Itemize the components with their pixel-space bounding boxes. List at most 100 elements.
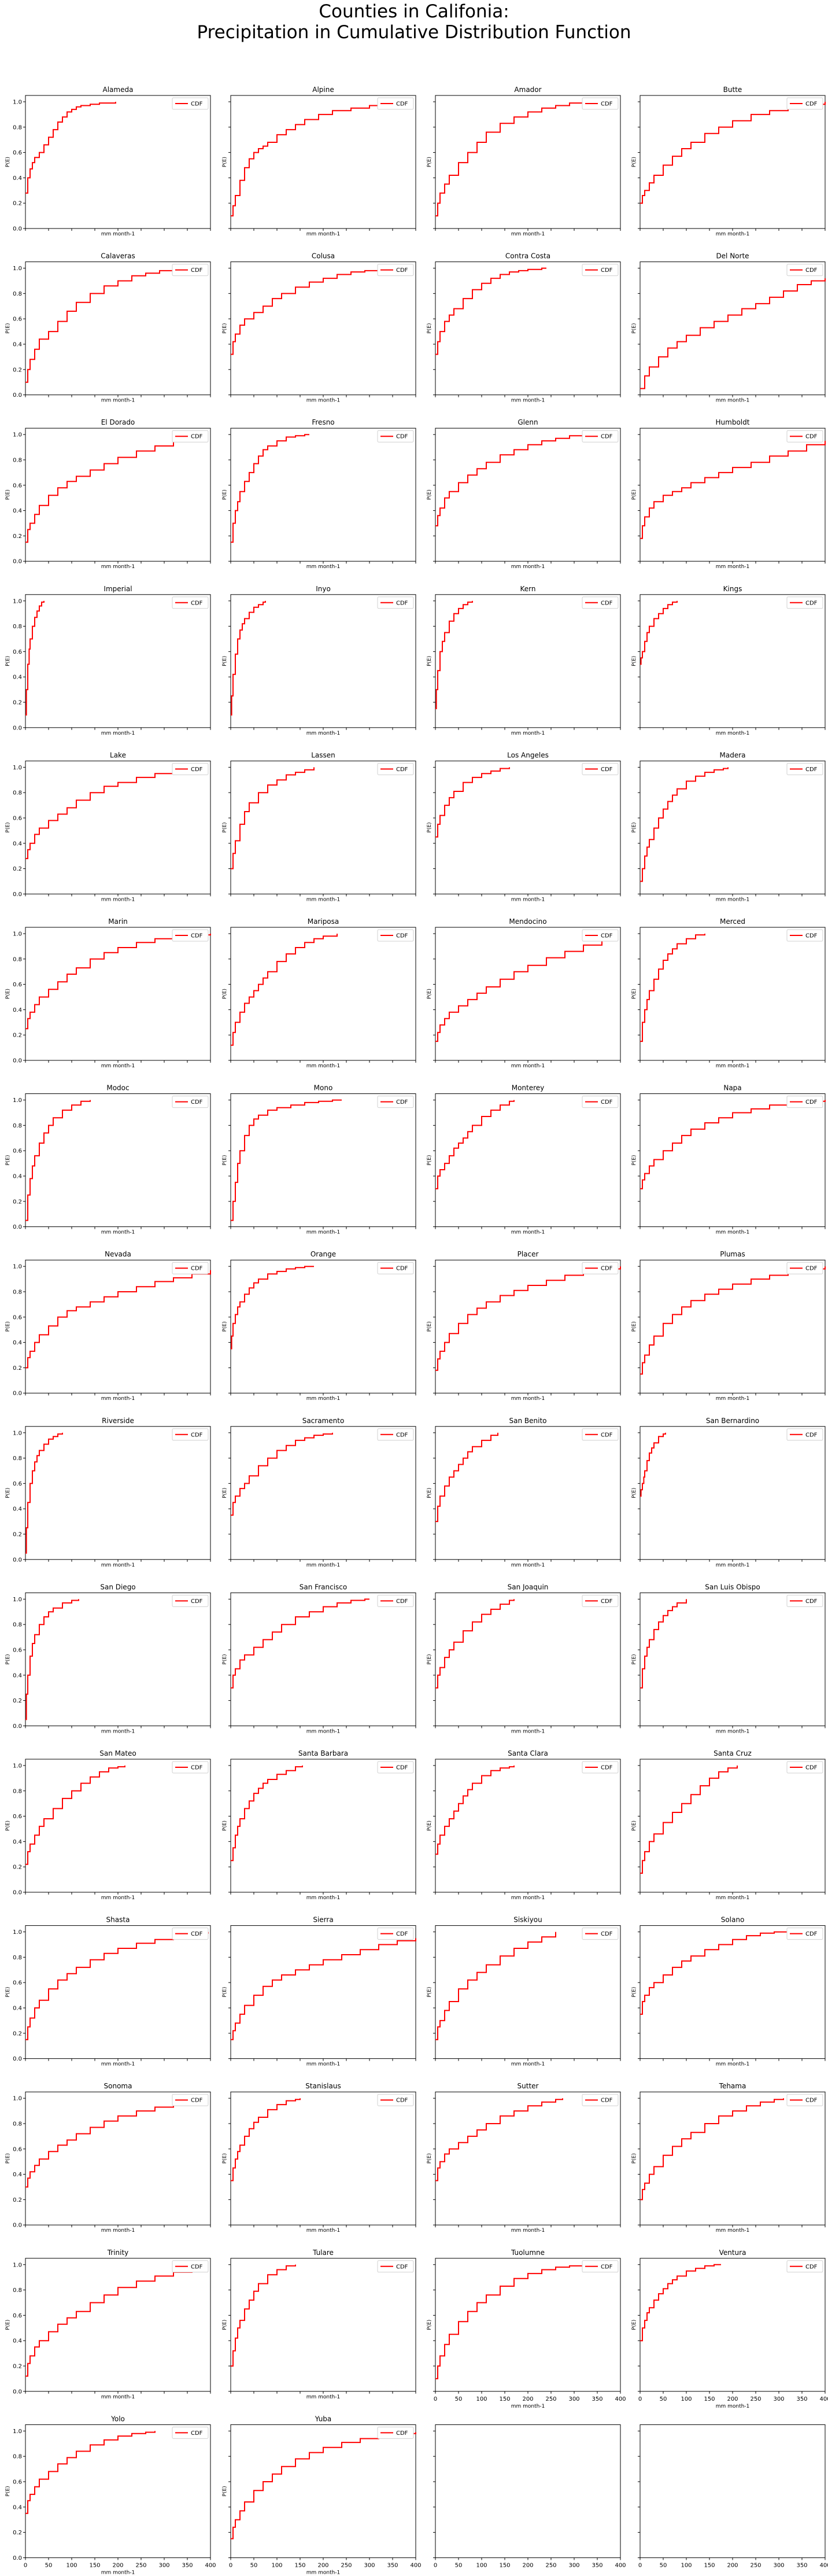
subplot-title: Kern — [520, 585, 536, 593]
subplot: Santa Cruz mm month-1 P(E) CDF — [631, 1749, 826, 1901]
y-axis-label: P(E) — [427, 323, 433, 334]
x-tick-label: 400 — [615, 2396, 626, 2402]
subplot: Alpine mm month-1 P(E) CDF — [222, 86, 416, 237]
legend-box — [172, 264, 209, 277]
legend-box — [786, 1262, 823, 1274]
x-tick-label: 350 — [182, 2562, 193, 2568]
subplot: Sutter mm month-1 P(E) CDF — [427, 2082, 621, 2234]
y-tick-label: 0.4 — [13, 841, 22, 847]
legend: CDF — [172, 1761, 209, 1774]
x-tick-label: 250 — [341, 2562, 352, 2568]
legend-label: CDF — [601, 2264, 613, 2270]
x-tick-label: 200 — [727, 2562, 738, 2568]
subplot: Orange mm month-1 P(E) CDF — [222, 1250, 416, 1402]
y-tick-label: 0.2 — [13, 1033, 22, 1039]
cdf-line — [231, 104, 384, 217]
axes-frame — [230, 760, 416, 894]
legend-box — [377, 596, 414, 609]
legend: CDF — [172, 2260, 209, 2273]
y-axis-label: P(E) — [5, 1321, 11, 1332]
legend: CDF — [582, 264, 619, 277]
x-tick-label: 350 — [592, 2562, 602, 2568]
y-axis-label: P(E) — [5, 2153, 11, 2164]
axes-frame — [25, 1592, 211, 1726]
y-tick-label: 0.6 — [13, 1980, 22, 1987]
y-axis-label: P(E) — [5, 489, 11, 500]
legend-label: CDF — [601, 267, 613, 274]
cdf-line — [25, 102, 116, 194]
legend-box — [786, 1928, 823, 1940]
x-tick-label: 400 — [819, 2396, 828, 2402]
x-axis-label: mm month-1 — [306, 2228, 341, 2234]
y-tick-label: 0.8 — [13, 624, 22, 630]
legend-label: CDF — [805, 1931, 818, 1937]
x-tick-label: 350 — [796, 2562, 807, 2568]
axes-frame — [640, 927, 826, 1061]
x-axis-label: mm month-1 — [306, 1230, 341, 1236]
subplot-title: Yuba — [315, 2415, 332, 2423]
y-tick-label: 0.8 — [13, 1955, 22, 1961]
axes-frame — [25, 1426, 211, 1560]
y-tick-label: 0.8 — [13, 1123, 22, 1129]
subplot-title: San Mateo — [99, 1749, 136, 1757]
x-axis-label: mm month-1 — [511, 2404, 545, 2409]
legend-box — [377, 1262, 414, 1274]
legend-box — [172, 596, 209, 609]
subplot-title: Santa Cruz — [714, 1749, 752, 1757]
y-axis-label: P(E) — [427, 2153, 433, 2164]
y-axis-label: P(E) — [222, 2153, 228, 2164]
subplot: Santa Barbara mm month-1 P(E) CDF — [222, 1749, 416, 1901]
y-tick-label: 0.2 — [13, 1365, 22, 1372]
y-axis-label: P(E) — [427, 989, 433, 999]
y-tick-label: 0.0 — [13, 1557, 22, 1563]
cdf-line — [640, 2098, 784, 2201]
cdf-line — [231, 1266, 314, 1350]
legend: CDF — [786, 2094, 823, 2106]
x-axis-label: mm month-1 — [101, 1562, 135, 1568]
y-tick-label: 1.0 — [13, 2428, 22, 2435]
y-tick-label: 0.2 — [13, 2197, 22, 2203]
cdf-line — [435, 1432, 498, 1523]
y-tick-label: 0.2 — [13, 367, 22, 373]
cdf-line — [435, 600, 473, 709]
legend: CDF — [582, 2260, 619, 2273]
axes-frame — [25, 2091, 211, 2225]
legend: CDF — [377, 2260, 414, 2273]
subplot: 0.0 0.2 0.4 0.6 0.8 1.0 Marin mm month-1 P(E) CDF — [5, 917, 211, 1069]
legend: CDF — [786, 1761, 823, 1774]
legend-box — [377, 1096, 414, 1108]
y-tick-label: 0.0 — [13, 226, 22, 233]
x-tick-label: 300 — [364, 2562, 375, 2568]
legend-box — [172, 762, 209, 775]
legend: CDF — [377, 929, 414, 942]
y-tick-label: 0.4 — [13, 2504, 22, 2511]
legend-label: CDF — [396, 267, 408, 274]
legend-label: CDF — [396, 101, 408, 108]
x-tick-label: 250 — [135, 2562, 146, 2568]
cdf-line — [640, 102, 826, 204]
x-axis-label: mm month-1 — [101, 231, 135, 237]
cdf-line — [435, 101, 593, 217]
x-tick-label: 0 — [434, 2562, 437, 2568]
y-tick-label: 1.0 — [13, 1763, 22, 1769]
legend-box — [377, 2426, 414, 2439]
subplot: Mendocino mm month-1 P(E) CDF — [427, 917, 621, 1069]
legend-label: CDF — [601, 933, 613, 939]
legend-label: CDF — [805, 1266, 818, 1272]
subplot: Madera mm month-1 P(E) CDF — [631, 751, 826, 902]
legend-label: CDF — [191, 2098, 203, 2104]
cdf-line — [231, 2098, 301, 2181]
subplot: Kings mm month-1 P(E) CDF — [631, 585, 826, 736]
legend-box — [786, 2094, 823, 2106]
legend: CDF — [582, 1428, 619, 1441]
legend-label: CDF — [191, 766, 203, 773]
y-tick-label: 0.2 — [13, 533, 22, 540]
axes-frame — [640, 1259, 826, 1394]
x-tick-label: 0 — [638, 2396, 642, 2402]
legend-box — [377, 1594, 414, 1607]
figure-title: Counties in Califonia: Precipitation in … — [0, 0, 828, 43]
legend-box — [172, 2260, 209, 2273]
x-tick-label: 400 — [819, 2562, 828, 2568]
empty-subplot: 0 50 100 150 200 250 300 350 400 — [433, 2424, 626, 2568]
cdf-line — [640, 767, 729, 882]
